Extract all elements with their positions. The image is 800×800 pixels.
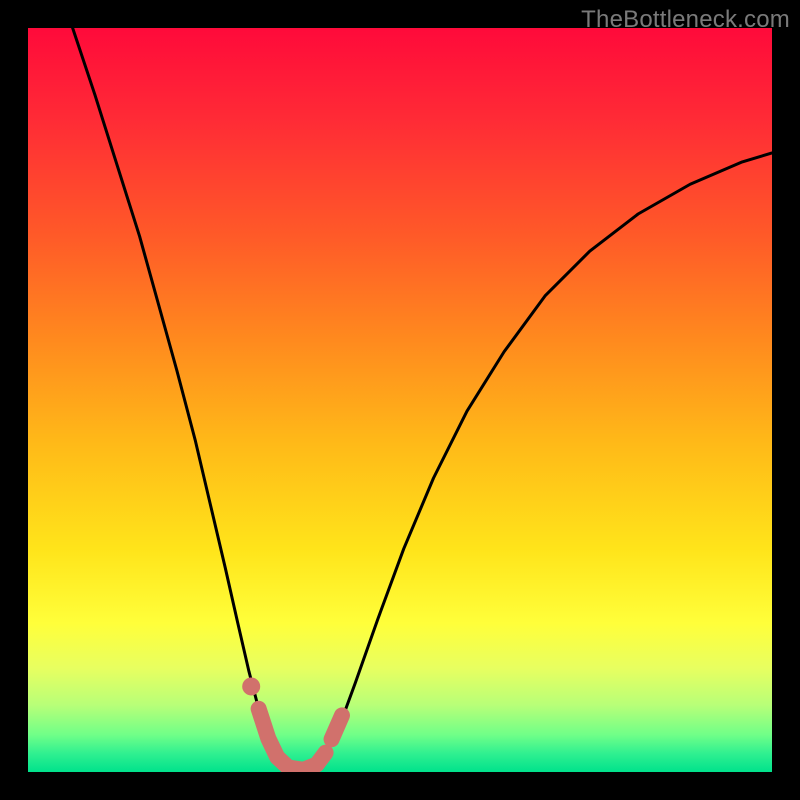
chart-background <box>28 28 772 772</box>
stage: TheBottleneck.com <box>0 0 800 800</box>
highlight-dot-marker <box>242 677 260 695</box>
plot-area <box>28 28 772 772</box>
chart-svg <box>28 28 772 772</box>
highlight-tick-marker <box>332 715 342 739</box>
